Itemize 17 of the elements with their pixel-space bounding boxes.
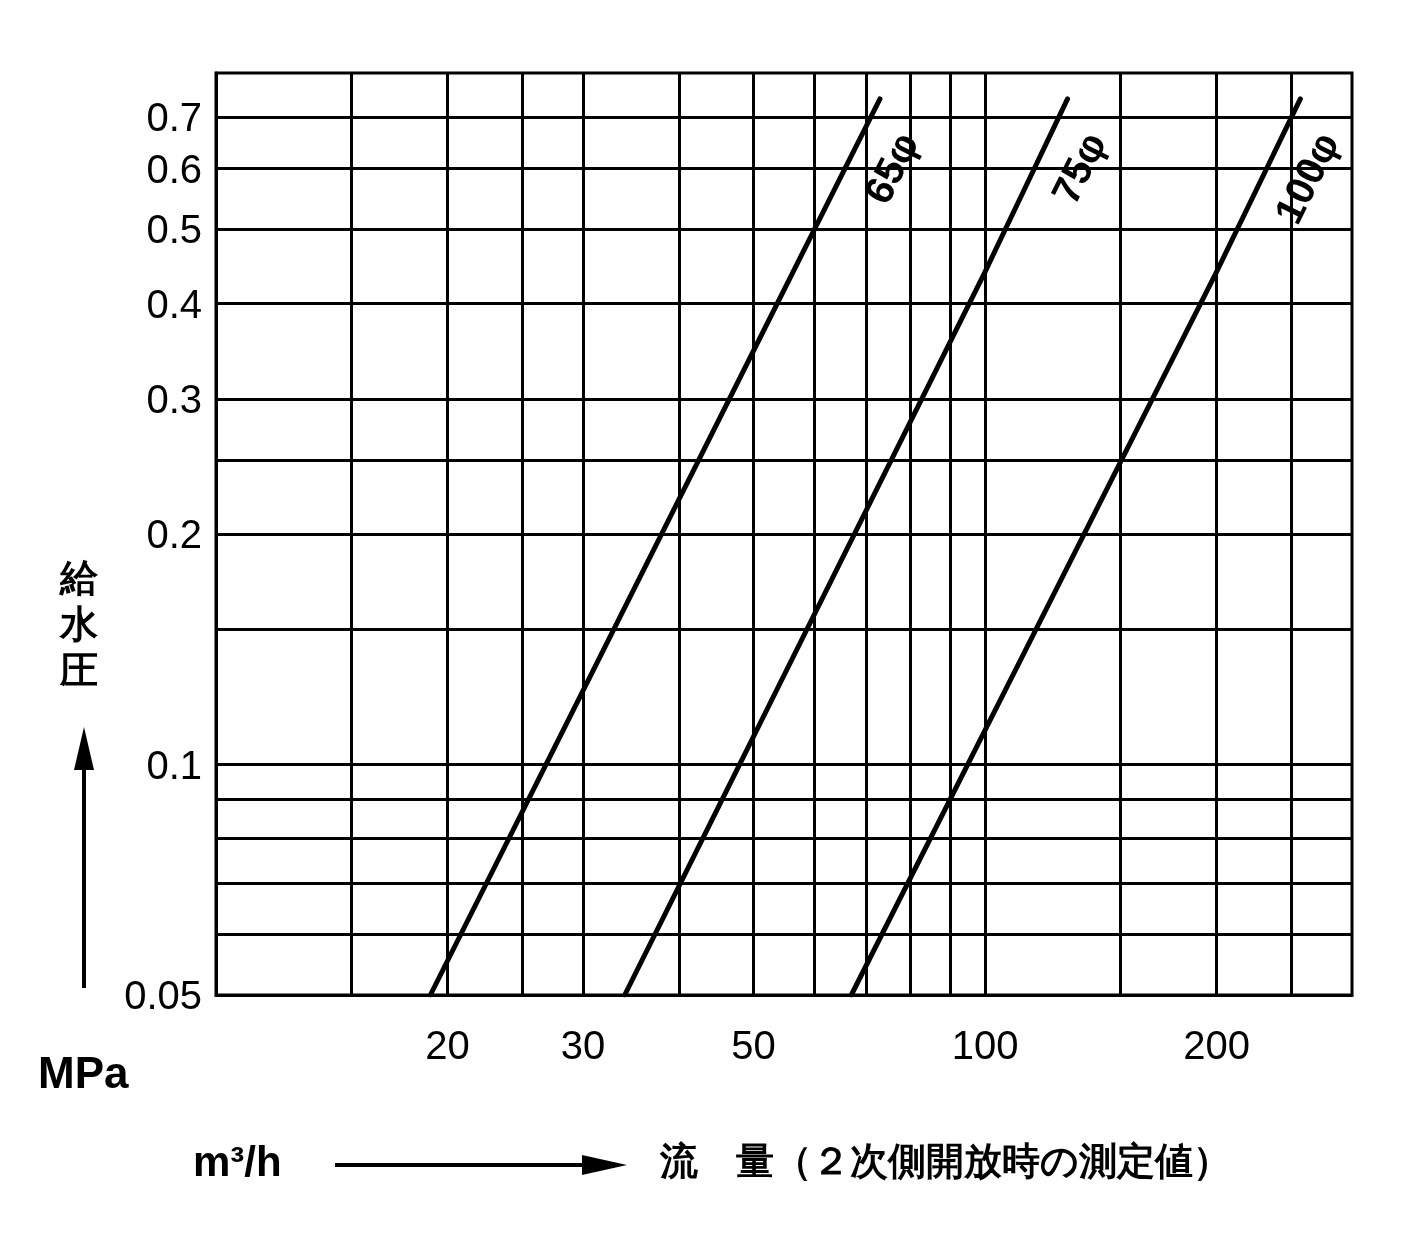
x-tick-label: 50 [731,1023,776,1067]
y-tick-label: 0.3 [146,377,202,422]
x-tick-label: 30 [560,1023,606,1067]
x-axis-title: 流 量（２次側開放時の測定値） [659,1140,1231,1182]
x-tick-label: 20 [425,1023,470,1067]
text: m³/h [193,1137,282,1185]
y-tick-label: 0.2 [146,512,202,556]
y-tick-label: 0.7 [146,95,202,140]
x-tick-label: 100 [951,1023,1019,1067]
y-tick-label: 0.1 [146,742,202,787]
y-tick-label: 0.5 [146,207,202,252]
y-tick-label: 0.05 [124,973,202,1017]
text: MPa [38,1047,129,1097]
y-tick-label: 0.4 [146,281,202,326]
y-axis-title: 給水圧 [59,557,99,691]
y-tick-label: 0.6 [146,146,202,191]
x-tick-label: 200 [1183,1023,1250,1067]
